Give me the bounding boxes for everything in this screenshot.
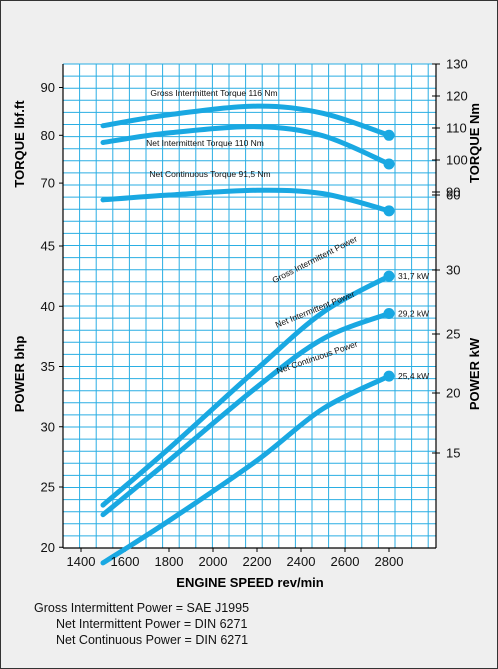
net-intermittent-torque-110-nm-endpoint xyxy=(383,158,395,170)
x-tick-label: 1600 xyxy=(111,554,140,569)
net-intermittent-power-line xyxy=(100,310,392,518)
power-left-tick-label: 25 xyxy=(41,480,55,495)
power-right-axis-title: POWER kW xyxy=(467,337,482,410)
torque-left-tick-label: 90 xyxy=(41,80,55,95)
gross-intermittent-power-end-value: 31,7 kW xyxy=(398,271,429,281)
net-continuous-torque-91-5-nm-line xyxy=(100,187,392,214)
x-tick-label: 2600 xyxy=(331,554,360,569)
torque-right-axis-title: TORQUE Nm xyxy=(467,103,482,183)
torque-right-tick-label: 100 xyxy=(446,153,468,168)
gross-intermittent-power-line xyxy=(100,273,392,508)
footnote-net-continuous: Net Continuous Power = DIN 6271 xyxy=(56,633,249,647)
power-right-tick-label: 20 xyxy=(446,386,460,401)
x-tick-label: 1800 xyxy=(155,554,184,569)
torque-left-tick-label: 70 xyxy=(41,176,55,191)
power-left-tick-label: 35 xyxy=(41,359,55,374)
footnote-gross-intermittent: Gross Intermittent Power = SAE J1995 xyxy=(34,601,250,615)
net-intermittent-torque-110-nm-line xyxy=(100,124,392,167)
power-left-tick-label: 20 xyxy=(41,540,55,555)
curves xyxy=(100,103,395,566)
power-left-tick-label: 30 xyxy=(41,419,55,434)
x-tick-label: 2400 xyxy=(287,554,316,569)
torque-right-tick-label: 130 xyxy=(446,57,468,72)
power-right-tick-label: 60 xyxy=(446,188,460,203)
x-tick-label: 1400 xyxy=(67,554,96,569)
power-left-tick-label: 40 xyxy=(41,299,55,314)
gross-intermittent-power-endpoint xyxy=(383,270,395,282)
net-continuous-power-line xyxy=(100,373,392,566)
gross-intermittent-torque-116-nm-endpoint xyxy=(383,129,395,141)
gross-intermittent-torque-116-nm-line xyxy=(100,103,392,138)
x-axis-title: ENGINE SPEED rev/min xyxy=(176,575,323,590)
x-tick-label: 2200 xyxy=(243,554,272,569)
power-right-tick-label: 15 xyxy=(446,446,460,461)
net-continuous-power-end-value: 25,4 kW xyxy=(398,371,429,381)
torque-left-axis-title: TORQUE lbf.ft xyxy=(12,100,27,188)
x-tick-label: 2000 xyxy=(199,554,228,569)
power-right-tick-label: 25 xyxy=(446,327,460,342)
power-left-tick-label: 45 xyxy=(41,239,55,254)
x-tick-label: 2800 xyxy=(375,554,404,569)
torque-left-tick-label: 80 xyxy=(41,128,55,143)
net-continuous-power-endpoint xyxy=(383,370,395,382)
gross-intermittent-torque-116-nm-label: Gross Intermittent Torque 116 Nm xyxy=(150,88,277,98)
net-intermittent-power-endpoint xyxy=(383,307,395,319)
torque-right-tick-label: 120 xyxy=(446,89,468,104)
power-right-tick-label: 30 xyxy=(446,263,460,278)
net-continuous-torque-91-5-nm-endpoint xyxy=(383,205,395,217)
torque-right-tick-label: 110 xyxy=(446,121,467,136)
footnotes: Gross Intermittent Power = SAE J1995 Net… xyxy=(34,600,249,648)
net-continuous-torque-91-5-nm-label: Net Continuous Torque 91,5 Nm xyxy=(149,169,270,179)
net-intermittent-torque-110-nm-label: Net Intermittent Torque 110 Nm xyxy=(146,138,264,148)
net-intermittent-power-end-value: 29,2 kW xyxy=(398,308,429,318)
axes xyxy=(59,63,440,552)
torque-right-tick-label: 90 xyxy=(446,185,460,200)
power-left-axis-title: POWER bhp xyxy=(12,336,27,413)
footnote-net-intermittent: Net Intermittent Power = DIN 6271 xyxy=(56,617,248,631)
grid xyxy=(62,63,436,549)
